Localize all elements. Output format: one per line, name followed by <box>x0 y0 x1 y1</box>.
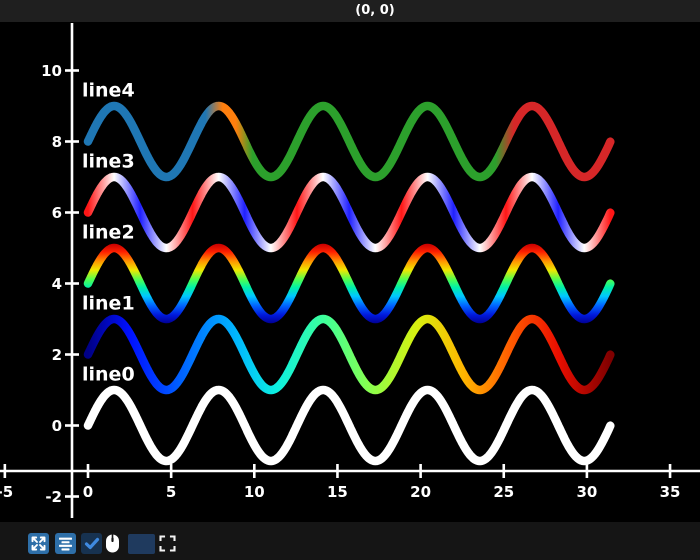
x-tick-label: 20 <box>410 483 431 501</box>
widget-toolbar <box>0 522 700 560</box>
series-label-line1: line1 <box>82 292 135 314</box>
fullscreen-button[interactable] <box>157 533 178 554</box>
x-tick-label: -5 <box>0 483 13 501</box>
check-icon <box>84 537 99 550</box>
fullscreen-corners-icon <box>159 535 176 552</box>
checkbox[interactable] <box>81 533 102 554</box>
plot-title: (0, 0) <box>355 3 395 18</box>
x-tick-label: 10 <box>244 483 265 501</box>
x-tick-label: 30 <box>576 483 597 501</box>
x-tick-label: 35 <box>660 483 681 501</box>
y-tick-label: 8 <box>52 133 62 151</box>
mouse-icon <box>106 534 119 553</box>
y-tick-label: 4 <box>52 275 62 293</box>
x-tick-label: 25 <box>493 483 514 501</box>
title-bar: (0, 0) <box>0 0 700 22</box>
series-line4 <box>83 101 615 182</box>
color-swatch-button[interactable] <box>128 534 155 554</box>
series-line3 <box>83 172 615 253</box>
align-center-button[interactable] <box>55 533 76 554</box>
x-tick-label: 0 <box>83 483 93 501</box>
y-tick-label: 6 <box>52 204 62 222</box>
y-tick-label: 2 <box>52 346 62 364</box>
y-tick-label: 10 <box>41 62 62 80</box>
y-tick-label: -2 <box>45 488 62 506</box>
arrows-out-icon <box>31 536 46 551</box>
x-tick-label: 5 <box>166 483 176 501</box>
series-line0 <box>83 385 615 466</box>
mouse-toggle[interactable] <box>102 533 123 554</box>
series-line2 <box>83 243 615 324</box>
series-label-line3: line3 <box>82 150 135 172</box>
series-label-line2: line2 <box>82 221 135 243</box>
y-tick-label: 0 <box>52 417 62 435</box>
align-center-icon <box>59 537 72 551</box>
series-label-line4: line4 <box>82 79 135 101</box>
pan-button[interactable] <box>28 533 49 554</box>
x-tick-label: 15 <box>327 483 348 501</box>
series-label-line0: line0 <box>82 363 135 385</box>
series-line1 <box>83 314 615 395</box>
